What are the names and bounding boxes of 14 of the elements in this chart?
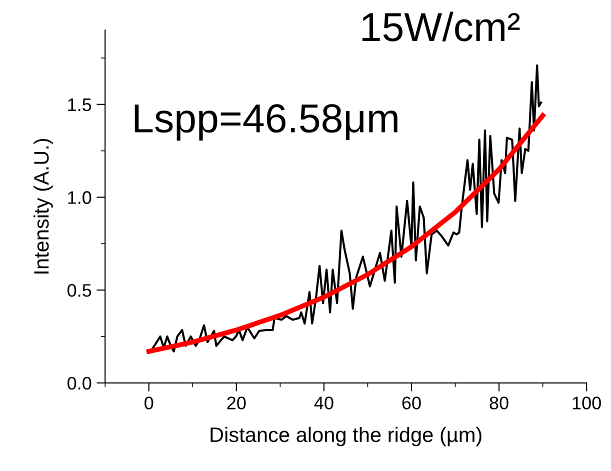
y-axis-title: Intensity (A.U.) — [33, 138, 53, 274]
annotation: Lspp=46.58μm — [134, 104, 398, 141]
x-axis-title: Distance along the ridge (µm) — [210, 426, 482, 446]
y-tick-label: 1.5 — [68, 98, 92, 112]
x-tick-label: 60 — [402, 396, 421, 410]
x-tick-label: 0 — [144, 396, 154, 410]
x-tick-label: 100 — [572, 396, 601, 410]
chart-title: 15W/cm² — [362, 12, 520, 42]
x-tick-label: 20 — [227, 396, 246, 410]
x-tick-label: 40 — [314, 396, 334, 410]
x-tick-label: 80 — [490, 396, 508, 410]
y-tick-label: 0.5 — [68, 284, 92, 297]
y-tick-label: 1.0 — [68, 191, 92, 204]
y-tick-label: 0.0 — [68, 376, 92, 390]
